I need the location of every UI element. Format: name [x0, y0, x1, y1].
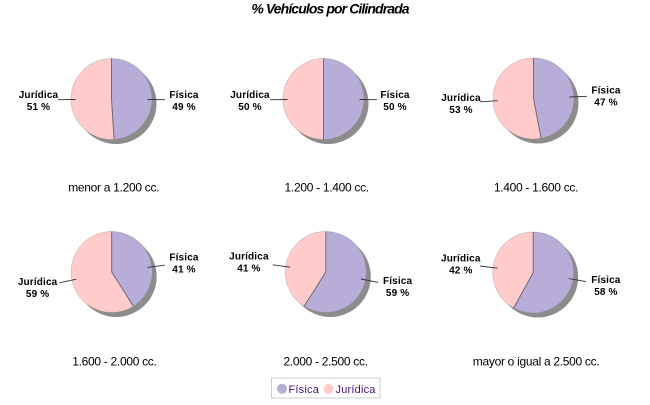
svg-text:Jurídica: Jurídica	[441, 254, 481, 265]
svg-text:1.200 - 1.400 cc.: 1.200 - 1.400 cc.	[285, 180, 369, 194]
svg-text:Jurídica: Jurídica	[230, 90, 270, 101]
svg-text:% Vehículos por Cilindrada: % Vehículos por Cilindrada	[251, 1, 409, 17]
svg-text:Jurídica: Jurídica	[336, 384, 377, 396]
svg-text:mayor o igual a 2.500 cc.: mayor o igual a 2.500 cc.	[473, 354, 600, 368]
svg-text:Física: Física	[380, 90, 410, 101]
svg-text:51 %: 51 %	[27, 102, 50, 113]
svg-text:1.400 - 1.600 cc.: 1.400 - 1.600 cc.	[494, 180, 578, 194]
svg-text:Jurídica: Jurídica	[229, 251, 269, 262]
svg-text:Física: Física	[169, 90, 199, 101]
svg-text:menor a 1.200 cc.: menor a 1.200 cc.	[68, 180, 159, 194]
svg-text:49 %: 49 %	[172, 102, 195, 113]
svg-text:50 %: 50 %	[383, 102, 406, 113]
svg-text:Física: Física	[383, 276, 413, 287]
svg-text:Física: Física	[591, 275, 621, 286]
svg-text:41 %: 41 %	[237, 264, 260, 275]
svg-text:47 %: 47 %	[594, 97, 617, 108]
svg-text:59 %: 59 %	[26, 289, 49, 300]
svg-text:Jurídica: Jurídica	[18, 277, 58, 288]
svg-text:1.600 - 2.000 cc.: 1.600 - 2.000 cc.	[72, 354, 156, 368]
svg-text:2.000 - 2.500 cc.: 2.000 - 2.500 cc.	[283, 354, 367, 368]
svg-text:53 %: 53 %	[449, 105, 472, 116]
svg-text:Jurídica: Jurídica	[441, 93, 481, 104]
svg-text:Física: Física	[591, 85, 621, 96]
svg-text:Física: Física	[289, 384, 320, 396]
svg-text:Jurídica: Jurídica	[19, 90, 59, 101]
svg-text:Física: Física	[169, 253, 199, 264]
svg-text:41 %: 41 %	[172, 265, 195, 276]
svg-text:59 %: 59 %	[386, 288, 409, 299]
svg-text:42 %: 42 %	[449, 266, 472, 277]
svg-text:58 %: 58 %	[594, 287, 617, 298]
svg-text:50 %: 50 %	[238, 102, 261, 113]
